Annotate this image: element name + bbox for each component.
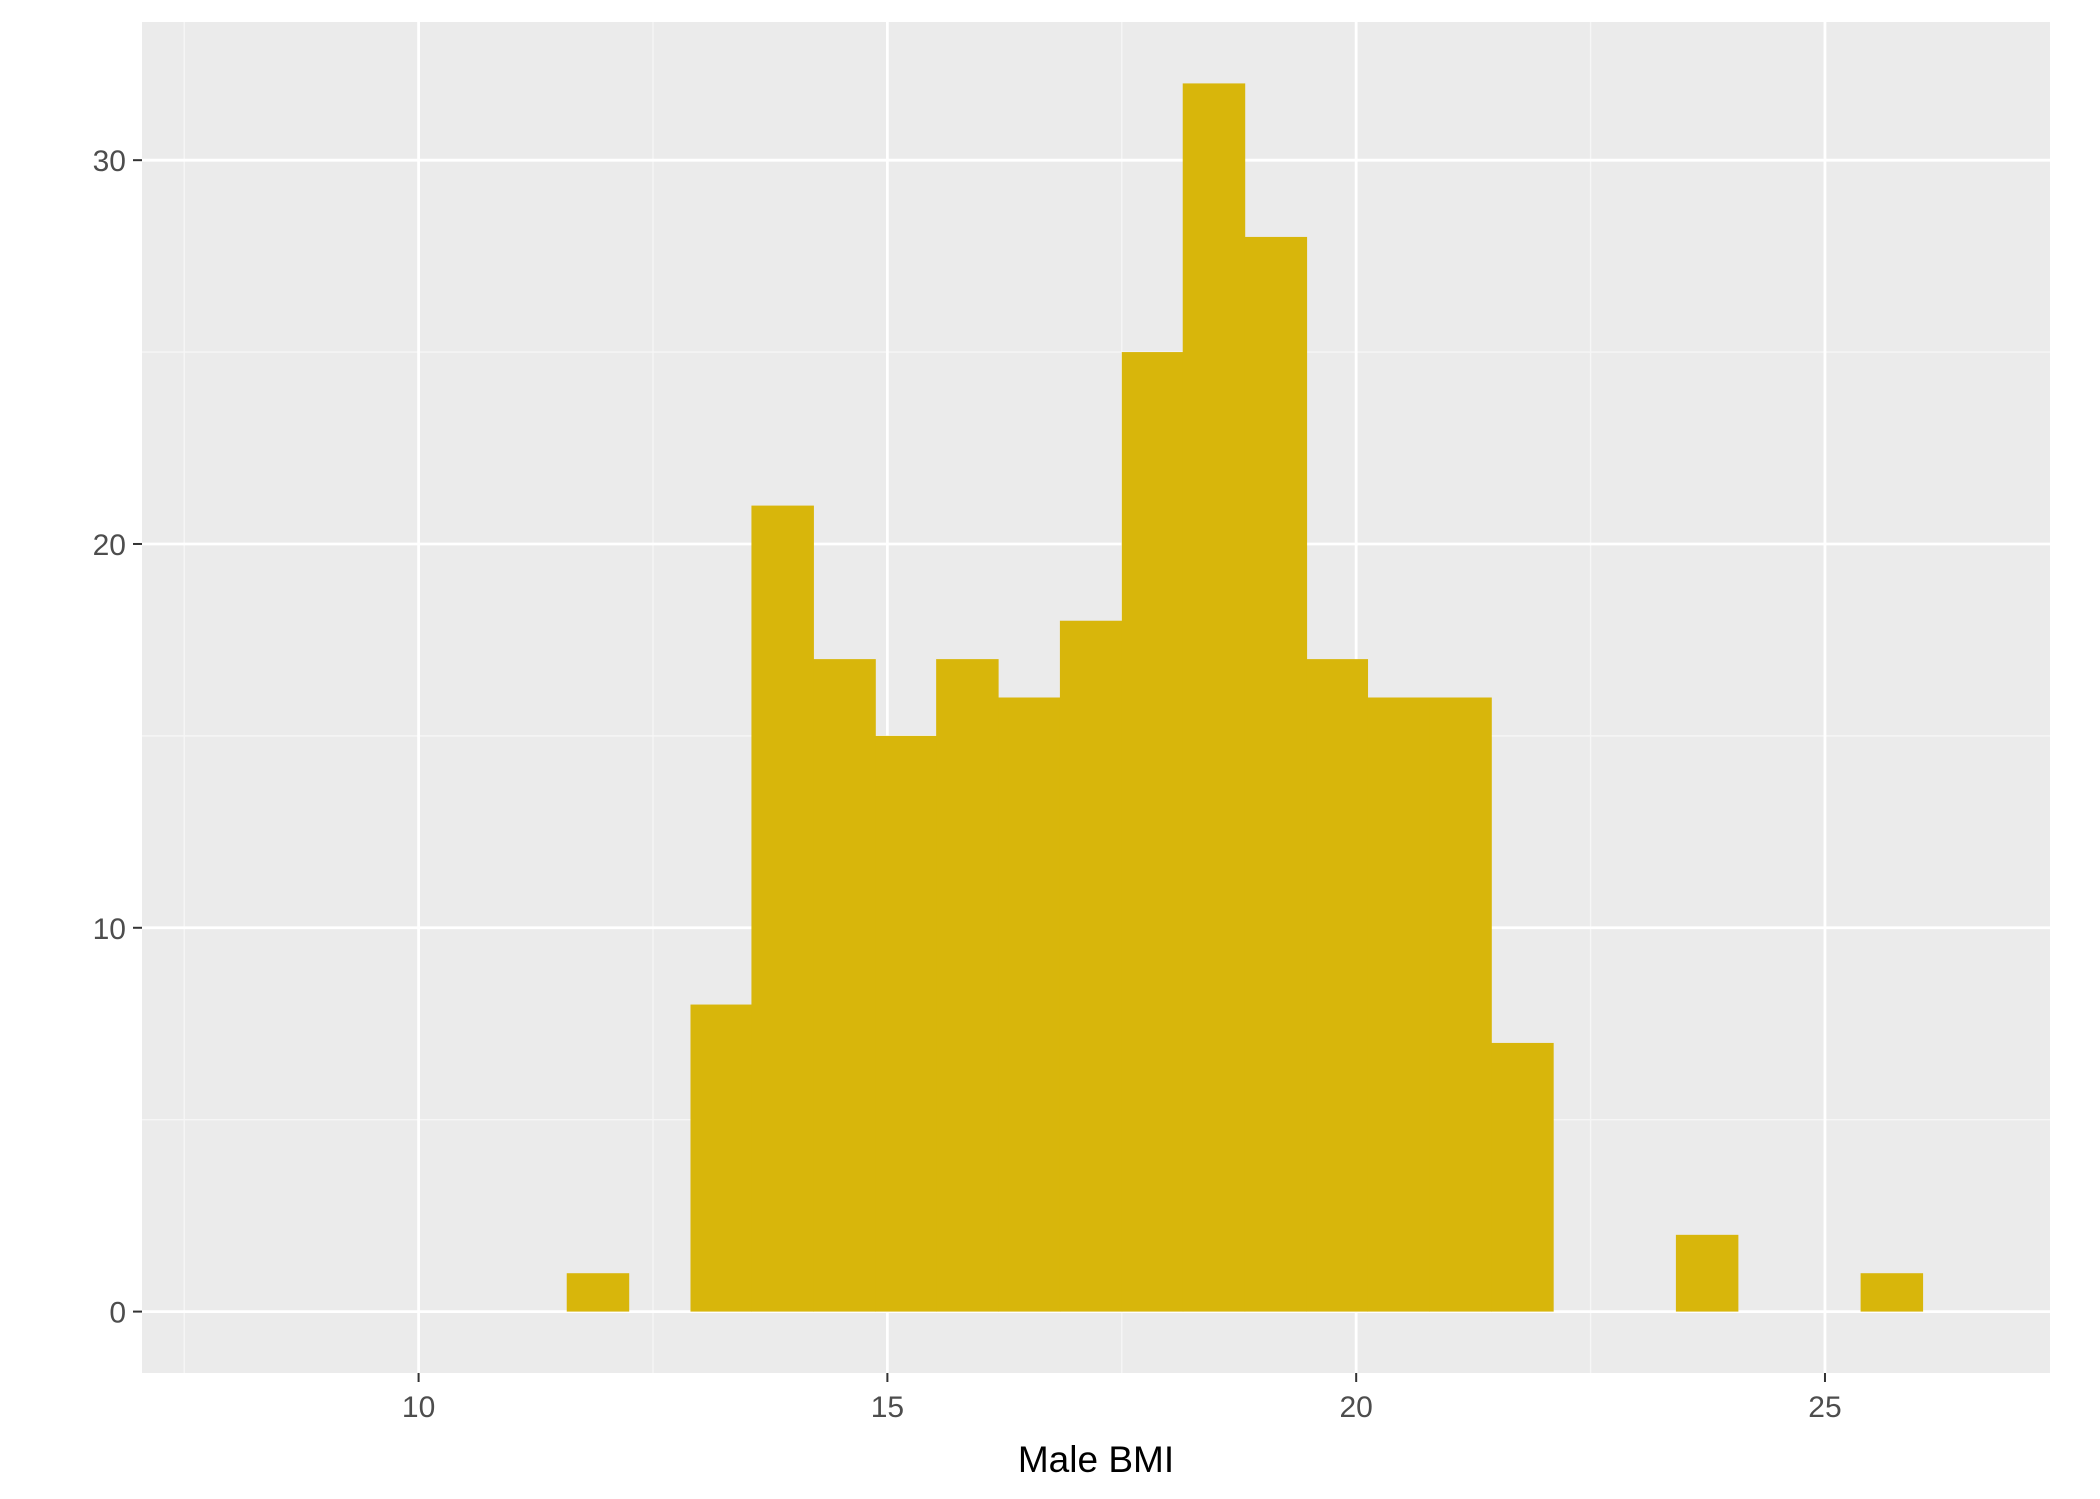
histogram-bar	[690, 1004, 753, 1312]
histogram-bar	[1860, 1273, 1924, 1312]
histogram-bar	[813, 659, 876, 1312]
histogram-bar	[998, 697, 1061, 1312]
histogram-bar	[1244, 236, 1308, 1312]
histogram-bar	[875, 735, 937, 1312]
histogram-bar	[1059, 620, 1123, 1312]
histogram-bars	[566, 83, 1924, 1312]
histogram-bar	[1306, 659, 1369, 1312]
x-axis-title: Male BMI	[1018, 1439, 1174, 1480]
histogram-bar	[1675, 1234, 1739, 1312]
y-tick-label: 10	[93, 913, 126, 946]
y-tick-label: 30	[93, 145, 126, 178]
x-tick-label: 25	[1808, 1391, 1841, 1424]
histogram-bar	[1491, 1042, 1554, 1312]
histogram-bar	[1429, 697, 1492, 1312]
tick-labels: 10 15 20 25 0 10 20 30	[93, 145, 1842, 1424]
histogram-bar	[1182, 83, 1246, 1312]
axis-ticks	[133, 159, 1826, 1382]
y-tick-label: 0	[109, 1297, 126, 1330]
x-tick-label: 20	[1339, 1391, 1372, 1424]
histogram-bar	[1367, 697, 1430, 1312]
histogram-bar	[751, 505, 814, 1312]
y-tick-label: 20	[93, 529, 126, 562]
histogram-bar	[566, 1273, 630, 1312]
x-tick-label: 15	[871, 1391, 904, 1424]
x-tick-label: 10	[402, 1391, 435, 1424]
histogram-bar	[936, 659, 999, 1312]
histogram-bar	[1121, 352, 1184, 1312]
